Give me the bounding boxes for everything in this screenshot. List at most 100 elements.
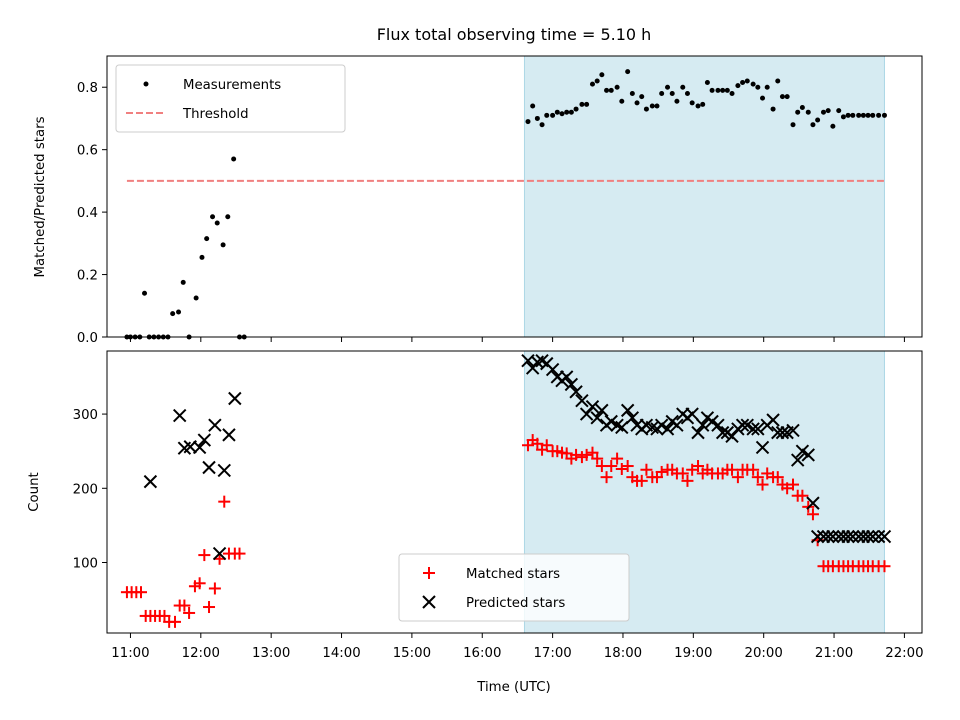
measurement-point: [770, 106, 776, 112]
matched-star-point: [135, 586, 148, 599]
matched-star-point: [751, 471, 764, 484]
matched-star-point: [756, 478, 769, 491]
x-tick-label: 21:00: [815, 646, 853, 661]
measurement-point: [825, 108, 831, 114]
matched-star-point: [198, 549, 211, 562]
measurement-point: [795, 109, 801, 115]
y-tick-label: 0.4: [77, 206, 98, 221]
predicted-star-point: [746, 422, 760, 436]
measurement-point: [870, 112, 876, 118]
bottom-panel: 100 200 300 11:00 12:00 13:00 14:00 15:00 16:00…: [27, 350, 924, 695]
matched-star-point: [169, 615, 182, 628]
predicted-star-point: [545, 362, 560, 377]
measurement-point: [876, 112, 882, 118]
predicted-star-point: [775, 425, 790, 440]
matched-star-point: [806, 508, 819, 521]
matched-star-point: [747, 463, 760, 476]
predicted-star-point: [197, 433, 212, 447]
predicted-star-point: [715, 425, 730, 440]
measurement-point: [689, 100, 695, 106]
matched-star-point: [640, 463, 653, 476]
predicted-star-point: [228, 391, 242, 406]
measurement-point: [142, 290, 148, 296]
y-tick-label: 0.6: [77, 144, 98, 159]
measurement-point: [805, 109, 811, 115]
legend-label-matched: Matched stars: [466, 567, 560, 582]
y-tick-label: 300: [73, 408, 98, 423]
matched-star-point: [193, 577, 206, 590]
measurement-point: [654, 103, 660, 109]
measurement-point: [856, 112, 862, 118]
matched-star-point: [676, 467, 689, 480]
top-highlight-span: [523, 55, 885, 338]
y-tick-label: 200: [73, 482, 98, 497]
predicted-star-point: [846, 529, 860, 544]
predicted-star-point: [654, 418, 669, 432]
predicted-star-point: [222, 428, 236, 442]
x-tick-label: 11:00: [111, 646, 149, 661]
measurement-point: [764, 84, 770, 90]
measurement-point: [881, 112, 887, 118]
measurement-point: [820, 109, 826, 115]
measurement-point: [724, 87, 730, 93]
top-axes-frame: [106, 55, 923, 338]
matched-star-point: [183, 606, 196, 619]
x-tick-label: 12:00: [182, 646, 220, 661]
predicted-star-point: [751, 422, 765, 436]
measurement-point: [674, 98, 680, 104]
predicted-star-point: [604, 414, 618, 429]
measurement-point: [680, 84, 686, 90]
measurement-point: [836, 108, 842, 114]
predicted-star-point: [590, 411, 604, 425]
measurement-point: [525, 119, 531, 125]
matched-star-point: [570, 448, 583, 461]
measurement-point: [865, 112, 871, 118]
measurement-point: [634, 100, 640, 106]
legend-marker-measurements: [143, 81, 149, 87]
top-panel: 0.0 0.2 0.4 0.6 0.8 Flux total observing tim…: [33, 25, 923, 346]
top-legend: Measurements Threshold: [115, 64, 346, 133]
x-tick-label: 18:00: [604, 646, 642, 661]
measurement-point: [784, 94, 790, 100]
measurement-point: [704, 80, 710, 86]
measurement-point: [665, 84, 671, 90]
x-axis-label: Time (UTC): [476, 680, 551, 695]
y-tick-label: 0.2: [77, 269, 98, 284]
predicted-star-point: [569, 385, 583, 399]
measurement-point: [755, 84, 761, 90]
predicted-star-point: [766, 413, 780, 427]
matched-star-point: [605, 460, 618, 473]
measurement-point: [180, 279, 186, 285]
measurement-point: [639, 94, 645, 100]
measurement-point: [815, 117, 821, 123]
top-legend-box: [115, 64, 346, 133]
matched-star-point: [540, 439, 553, 452]
predicted-star-point: [660, 422, 675, 436]
predicted-star-point: [790, 453, 805, 467]
matched-star-point: [681, 474, 694, 487]
predicted-star-point: [871, 529, 886, 544]
measurement-point: [604, 87, 610, 93]
measurement-point: [684, 90, 690, 96]
measurement-point: [584, 101, 590, 107]
predicted-star-point: [755, 440, 770, 455]
predicted-star-point: [810, 529, 825, 544]
y-tick-label: 0.8: [77, 81, 98, 96]
bottom-legend: Matched stars Predicted stars: [398, 553, 630, 622]
predicted-star-point: [795, 444, 810, 458]
predicted-star-point: [615, 420, 629, 435]
predicted-star-point: [670, 418, 684, 432]
predicted-star-point: [143, 474, 158, 489]
predicted-star-point: [861, 529, 875, 544]
measurement-point: [735, 83, 741, 89]
predicted-star-point: [826, 529, 840, 544]
matched-star-point: [731, 471, 744, 484]
matched-star-point: [611, 452, 624, 465]
measurement-point: [568, 109, 574, 115]
predicted-star-point: [735, 418, 750, 432]
matched-star-point: [787, 478, 800, 491]
matched-star-point: [178, 599, 191, 612]
matched-star-point: [600, 471, 613, 484]
measurement-point: [744, 78, 750, 84]
measurement-point: [589, 81, 595, 87]
